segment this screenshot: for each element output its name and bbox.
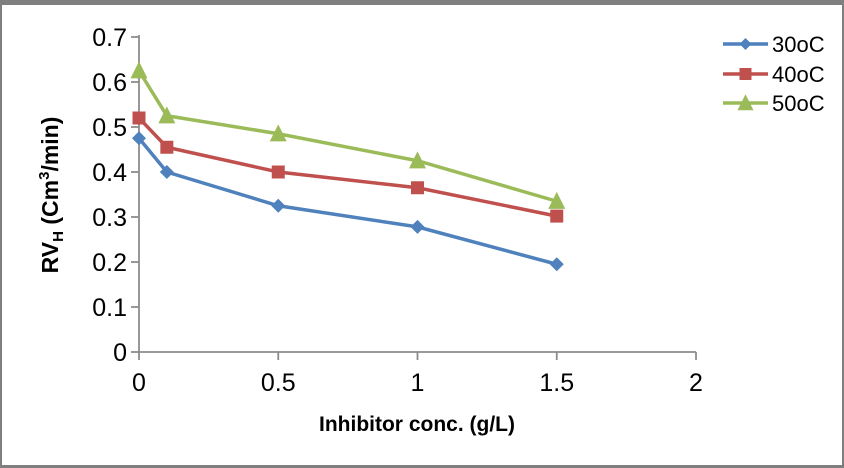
marker-square-icon bbox=[550, 209, 564, 223]
legend-label: 30oC bbox=[772, 32, 825, 57]
data-series bbox=[130, 61, 566, 272]
x-tick-label: 0.5 bbox=[261, 369, 296, 397]
marker-triangle-icon bbox=[130, 61, 148, 79]
y-tick-label: 0.1 bbox=[92, 294, 127, 322]
series-line-30oC bbox=[137, 137, 558, 266]
marker-diamond-icon bbox=[132, 131, 146, 146]
legend-item-30oC: 30oC bbox=[723, 32, 825, 57]
legend-item-50oC: 50oC bbox=[723, 91, 825, 116]
legend: 30oC 40oC 50oC bbox=[723, 32, 825, 116]
marker-diamond-icon bbox=[549, 257, 564, 272]
x-tick-label: 1.5 bbox=[539, 369, 574, 397]
marker-diamond-icon bbox=[410, 219, 425, 234]
x-axis-title: Inhibitor conc. (g/L) bbox=[319, 413, 515, 436]
x-tick-label: 0 bbox=[132, 369, 146, 397]
y-tick-label: 0.4 bbox=[92, 159, 127, 187]
legend-marker-diamond-icon bbox=[739, 38, 752, 50]
marker-square-icon bbox=[160, 140, 174, 154]
axis-labels: Inhibitor conc. (g/L) RVH (Cm3/min) bbox=[36, 117, 515, 436]
marker-triangle-icon bbox=[409, 151, 426, 169]
marker-square-icon bbox=[411, 181, 424, 195]
y-tick-label: 0.3 bbox=[92, 204, 127, 232]
y-tick-label: 0.2 bbox=[92, 249, 127, 277]
marker-triangle-icon bbox=[269, 124, 287, 142]
x-tick-label: 2 bbox=[689, 369, 703, 397]
y-axis-title: RVH (Cm3/min) bbox=[36, 117, 67, 274]
axes: 0 0.1 0.2 0.3 0.4 0.5 0.6 0.7 0 0.5 1 1.5 2 bbox=[92, 24, 703, 397]
series-line-40oC bbox=[137, 116, 558, 218]
marker-square-icon bbox=[132, 111, 146, 125]
marker-diamond-icon bbox=[271, 198, 286, 213]
marker-square-icon bbox=[271, 165, 285, 179]
marker-diamond-icon bbox=[159, 165, 174, 179]
legend-marker-triangle-icon bbox=[737, 94, 754, 111]
legend-item-40oC: 40oC bbox=[723, 62, 825, 87]
legend-label: 40oC bbox=[772, 62, 825, 87]
y-tick-label: 0.7 bbox=[92, 24, 127, 52]
marker-triangle-icon bbox=[158, 106, 176, 124]
legend-marker-square-icon bbox=[739, 68, 752, 80]
legend-label: 50oC bbox=[772, 91, 825, 116]
line-chart: 0 0.1 0.2 0.3 0.4 0.5 0.6 0.7 0 0.5 1 1.5 2 Inhibito… bbox=[36, 24, 825, 436]
y-tick-label: 0.6 bbox=[92, 69, 127, 97]
x-tick-label: 1 bbox=[411, 369, 425, 397]
marker-triangle-icon bbox=[548, 191, 566, 209]
y-tick-label: 0.5 bbox=[92, 114, 127, 142]
y-tick-label: 0 bbox=[113, 339, 127, 367]
